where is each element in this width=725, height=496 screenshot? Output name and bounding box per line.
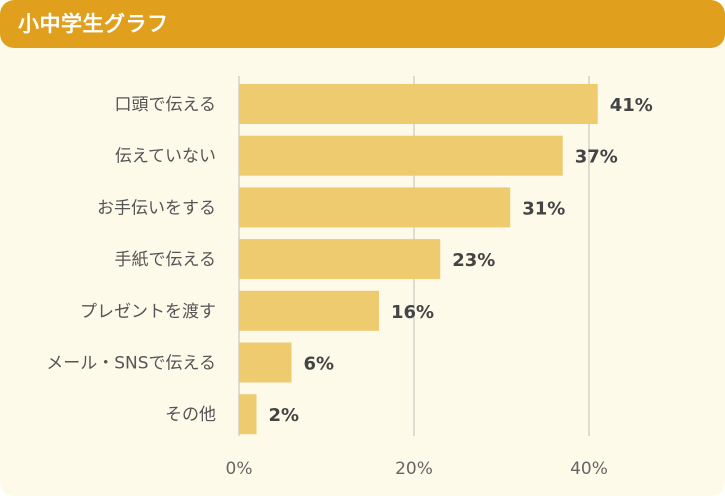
- value-label-4: 16%: [391, 302, 434, 323]
- value-label-0: 41%: [610, 95, 653, 116]
- category-label-4: プレゼントを渡す: [80, 302, 216, 322]
- bar-1: [239, 135, 563, 176]
- bar-5: [239, 342, 292, 383]
- category-label-5: メール・SNSで伝える: [46, 354, 216, 374]
- bar-0: [239, 84, 598, 124]
- bar-6: [239, 394, 257, 435]
- bar-4: [239, 290, 379, 331]
- value-label-3: 23%: [452, 250, 495, 271]
- x-tick-label-0: 0%: [226, 459, 253, 479]
- x-tick-label-2: 40%: [570, 459, 608, 479]
- chart-header-title: 小中学生グラフ: [18, 12, 169, 36]
- value-label-6: 2%: [269, 405, 300, 426]
- category-label-1: 伝えていない: [115, 147, 216, 167]
- value-label-2: 31%: [522, 198, 565, 219]
- value-label-5: 6%: [304, 354, 335, 375]
- category-label-6: その他: [165, 405, 216, 425]
- bar-2: [239, 187, 511, 228]
- value-label-1: 37%: [575, 147, 618, 168]
- x-tick-label-1: 20%: [395, 459, 433, 479]
- category-label-3: 手紙で伝える: [115, 250, 217, 270]
- chart-header: 小中学生グラフ: [0, 0, 725, 48]
- category-label-2: お手伝いをする: [97, 198, 216, 218]
- bar-3: [239, 239, 441, 280]
- category-label-0: 口頭で伝える: [115, 95, 217, 115]
